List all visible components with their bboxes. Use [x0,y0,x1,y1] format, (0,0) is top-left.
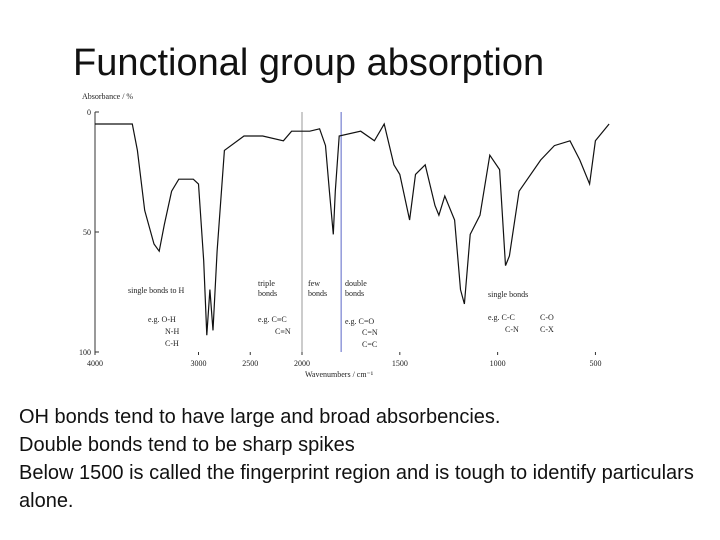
slide-body: OH bonds tend to have large and broad ab… [19,403,709,515]
x-axis-label: Wavenumbers / cm⁻¹ [305,370,374,379]
annotation: C-H [165,339,179,348]
annotation: triple bonds [258,279,278,298]
y-axis-label: Absorbance / % [82,92,133,101]
body-line: OH bonds tend to have large and broad ab… [19,406,501,428]
x-tick-label: 2500 [242,359,258,368]
annotation: double bonds [345,279,367,298]
body-line: Below 1500 is called the fingerprint reg… [19,462,694,512]
annotation: C=C [362,340,378,349]
annotation: C-X [540,325,554,334]
x-tick-label: 4000 [87,359,103,368]
x-tick-label: 500 [589,359,601,368]
annotation: C≡N [275,327,291,336]
body-line: Double bonds tend to be sharp spikes [19,434,355,456]
annotation: single bonds [488,290,529,299]
y-tick-label: 50 [83,228,91,237]
x-tick-label: 1000 [490,359,506,368]
annotation: few bonds [308,279,328,298]
y-tick-label: 0 [87,108,91,117]
annotation: C=N [362,328,378,337]
slide-title: Functional group absorption [73,42,545,84]
y-tick-label: 100 [79,348,91,357]
annotation: e.g. C-C [488,313,515,322]
annotation: e.g. C≡C [258,315,287,324]
annotation: e.g. C=O [345,317,375,326]
annotation: C-O [540,313,554,322]
annotation: N-H [165,327,180,336]
x-tick-label: 2000 [294,359,310,368]
spectrum-line [95,122,610,336]
x-tick-label: 1500 [392,359,408,368]
x-tick-label: 3000 [191,359,207,368]
chart: Absorbance / % Wavenumbers / cm⁻¹ 0 50 100 40… [79,92,610,379]
annotation: C-N [505,325,519,334]
annotation: e.g. O-H [148,315,176,324]
annotation: single bonds to H [128,286,185,295]
